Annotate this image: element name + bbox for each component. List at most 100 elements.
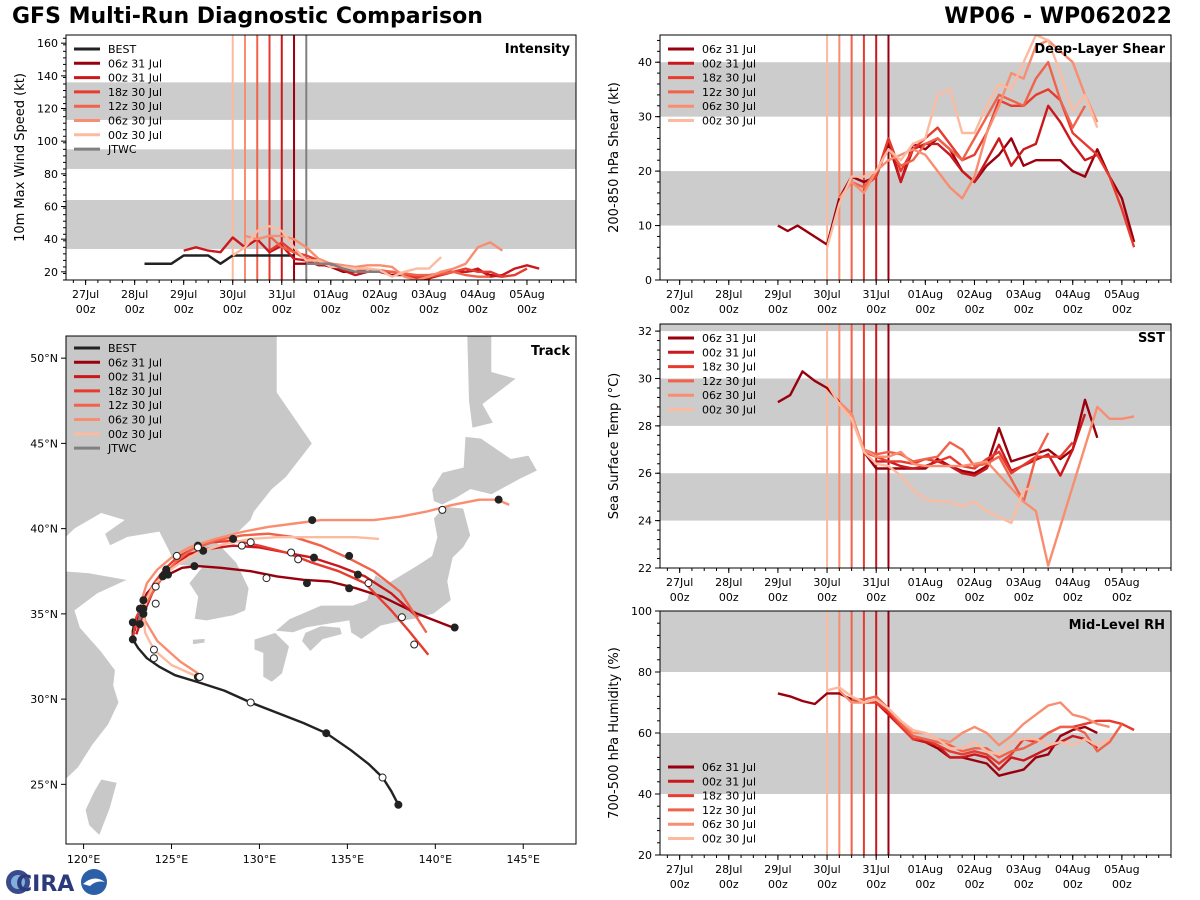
sst-xtick-label: 00z xyxy=(866,591,886,604)
panel-intensity: 20 40 60 80 100 120 140 160 27Jul 00z 28Jul 00z 29Ju… xyxy=(13,34,577,316)
sst-xtick-label: 00z xyxy=(1014,591,1034,604)
track-marker-00z-30-jul xyxy=(193,543,202,552)
intensity-ytick-label: 60 xyxy=(44,201,58,214)
panel-track: 120°E 125°E 130°E 135°E 140°E 145°E 25°N 30°N 35… xyxy=(30,335,577,866)
track-legend-label-12z-30-jul: 12z 30 Jul xyxy=(108,399,162,412)
shear-xtick-label: 04Aug xyxy=(1055,288,1090,301)
sst-legend-label-06z-31-jul: 06z 31 Jul xyxy=(702,332,756,345)
intensity-legend-label-06z-31-jul: 06z 31 Jul xyxy=(108,57,162,70)
sst-series-00z-30-jul xyxy=(826,382,1037,525)
intensity-xtick-label: 04Aug xyxy=(460,288,495,301)
sst-band-2 xyxy=(660,324,1171,332)
rh-ytick-label: 20 xyxy=(638,849,652,862)
intensity-xtick-label: 00z xyxy=(125,303,145,316)
sst-plot-area xyxy=(660,324,1171,568)
shear-ytick-label: 40 xyxy=(638,56,652,69)
intensity-band-2 xyxy=(66,82,576,120)
intensity-xtick-label: 00z xyxy=(419,303,439,316)
intensity-panel-title: Intensity xyxy=(505,42,571,57)
intensity-xtick-label: 03Aug xyxy=(411,288,446,301)
track-marker-18z-30-jul xyxy=(364,579,373,588)
rh-band-0 xyxy=(660,733,1171,794)
intensity-frame xyxy=(65,34,577,281)
shear-plot-area xyxy=(660,35,1171,280)
shear-ytick-label: 0 xyxy=(645,274,652,287)
sst-xtick-label: 00z xyxy=(719,591,739,604)
panel-sst: 22 24 26 28 30 32 27Jul 00z 28Jul 00z 29Jul 00z 30Ju… xyxy=(607,323,1172,604)
track-legend-label-00z-31-jul: 00z 31 Jul xyxy=(108,371,162,384)
noaa-bird-icon xyxy=(83,878,105,886)
land-jeju xyxy=(192,638,206,645)
track-marker-best xyxy=(394,800,403,809)
track-marker-06z-30-jul xyxy=(172,551,181,560)
panel-shear: 0 10 20 30 40 27Jul 00z 28Jul 00z 29Jul 00z 30Jul 00… xyxy=(607,34,1172,316)
track-marker-12z-30-jul xyxy=(345,551,354,560)
sst-legend-label-06z-30-jul: 06z 30 Jul xyxy=(702,389,756,402)
shear-legend-label-00z-31-jul: 00z 31 Jul xyxy=(702,57,756,70)
rh-xtick-label: 02Aug xyxy=(957,863,992,876)
sst-ytick-label: 22 xyxy=(638,562,652,575)
sst-ytick-label: 24 xyxy=(638,515,652,528)
intensity-xtick-label: 00z xyxy=(223,303,243,316)
track-marker-06z-30-jul xyxy=(494,495,503,504)
track-marker-06z-31-jul xyxy=(190,562,199,571)
intensity-xtick-label: 05Aug xyxy=(509,288,544,301)
rh-xtick-label: 29Jul xyxy=(764,863,791,876)
intensity-ytick-label: 20 xyxy=(44,266,58,279)
track-ytick-label: 45°N xyxy=(30,437,58,450)
sst-xtick-label: 31Jul xyxy=(863,576,890,589)
track-ytick-label: 35°N xyxy=(30,608,58,621)
track-marker-best xyxy=(128,635,137,644)
intensity-xtick-label: 29Jul xyxy=(170,288,197,301)
rh-panel-title: Mid-Level RH xyxy=(1069,618,1165,633)
sst-xtick-label: 04Aug xyxy=(1055,576,1090,589)
intensity-xtick-label: 00z xyxy=(272,303,292,316)
sst-ytick-label: 26 xyxy=(638,467,652,480)
sst-xtick-label: 28Jul xyxy=(715,576,742,589)
rh-ytick-label: 40 xyxy=(638,788,652,801)
track-legend-label-jtwc: JTWC xyxy=(107,442,137,455)
rh-xtick-label: 03Aug xyxy=(1006,863,1041,876)
track-marker-best xyxy=(378,773,387,782)
rh-band-1 xyxy=(660,611,1171,672)
rh-ytick-label: 80 xyxy=(638,666,652,679)
track-xtick-label: 130°E xyxy=(243,853,276,866)
sst-xtick-label: 30Jul xyxy=(813,576,840,589)
track-legend-label-06z-30-jul: 06z 30 Jul xyxy=(108,414,162,427)
rh-legend-label-00z-30-jul: 00z 30 Jul xyxy=(702,833,756,846)
track-xtick-label: 135°E xyxy=(331,853,364,866)
sst-xtick-label: 00z xyxy=(915,591,935,604)
rh-xtick-label: 00z xyxy=(719,878,739,891)
track-marker-06z-31-jul xyxy=(262,574,271,583)
rh-xtick-label: 01Aug xyxy=(908,863,943,876)
track-marker-06z-30-jul xyxy=(308,516,317,525)
rh-xtick-label: 28Jul xyxy=(715,863,742,876)
rh-xtick-label: 05Aug xyxy=(1104,863,1139,876)
rh-legend-label-18z-30-jul: 18z 30 Jul xyxy=(702,790,756,803)
sst-xtick-label: 27Jul xyxy=(666,576,693,589)
rh-xtick-label: 00z xyxy=(817,878,837,891)
shear-band-0 xyxy=(660,171,1171,226)
sst-legend-label-00z-30-jul: 00z 30 Jul xyxy=(702,404,756,417)
track-marker-06z-30-jul xyxy=(438,505,447,514)
intensity-xtick-label: 00z xyxy=(517,303,537,316)
shear-legend-label-06z-31-jul: 06z 31 Jul xyxy=(702,43,756,56)
rh-xtick-label: 00z xyxy=(768,878,788,891)
sst-legend-label-12z-30-jul: 12z 30 Jul xyxy=(702,375,756,388)
land-hokkaido xyxy=(431,436,538,506)
intensity-xtick-label: 00z xyxy=(370,303,390,316)
track-xtick-label: 145°E xyxy=(507,853,540,866)
sst-ytick-label: 32 xyxy=(638,325,652,338)
track-marker-00z-31-jul xyxy=(397,613,406,622)
track-marker-best xyxy=(322,729,331,738)
shear-ytick-label: 10 xyxy=(638,220,652,233)
track-marker-00z-31-jul xyxy=(353,570,362,579)
track-xtick-label: 125°E xyxy=(155,853,188,866)
shear-xtick-label: 00z xyxy=(866,303,886,316)
sst-ytick-label: 28 xyxy=(638,420,652,433)
sst-xtick-label: 05Aug xyxy=(1104,576,1139,589)
track-marker-00z-30-jul xyxy=(246,538,255,547)
rh-xtick-label: 00z xyxy=(1112,878,1132,891)
sst-xtick-label: 00z xyxy=(670,591,690,604)
